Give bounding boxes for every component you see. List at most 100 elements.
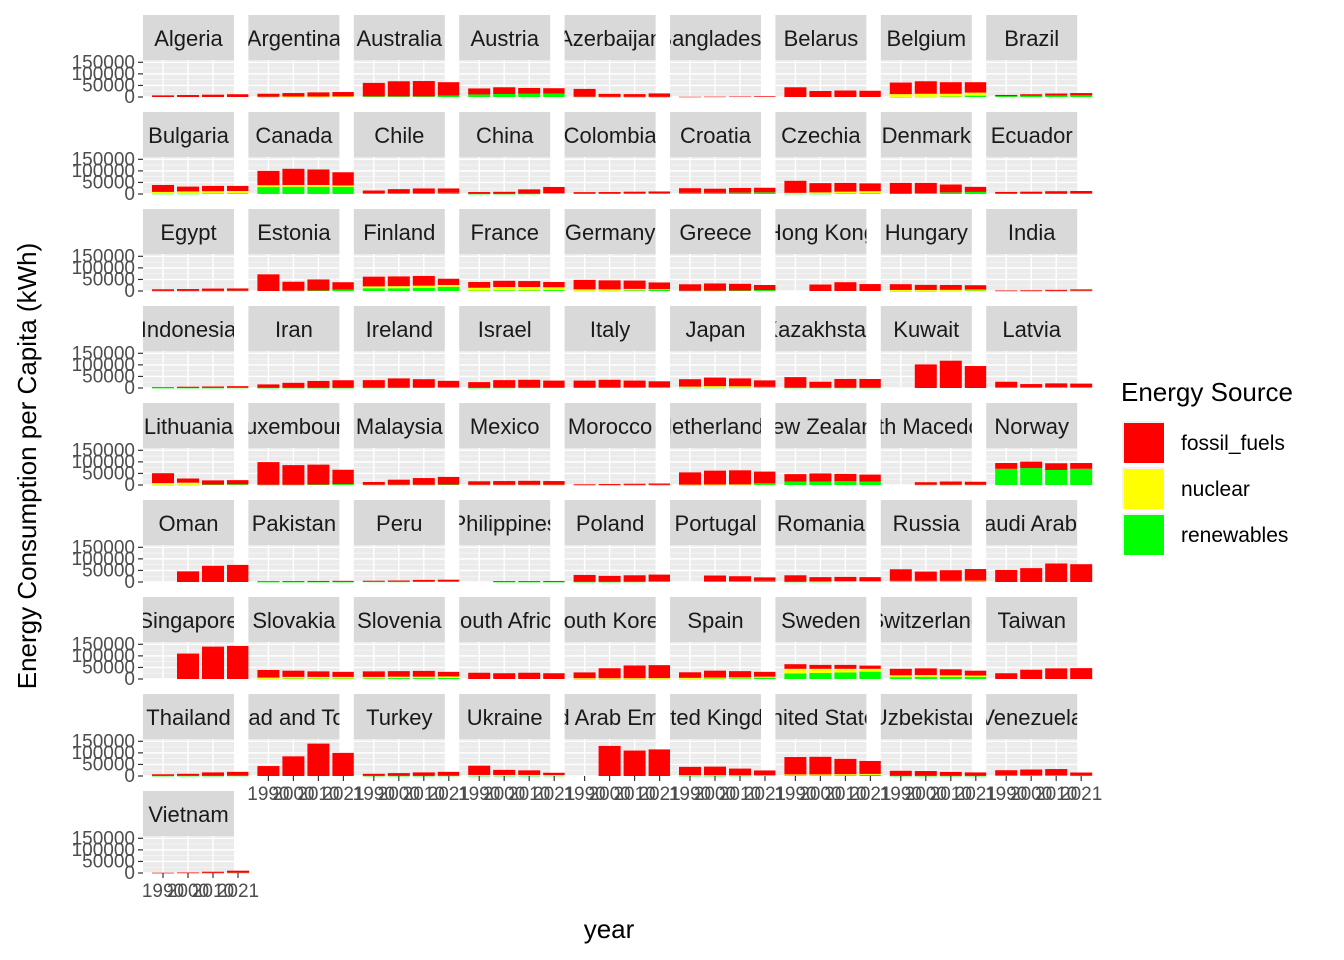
- bar-fossil_fuels-1990: [573, 574, 596, 582]
- bar-fossil_fuels-1990: [573, 672, 596, 679]
- bar-renewables-2000: [914, 581, 937, 582]
- bar-nuclear-2000: [704, 775, 726, 776]
- facet-strip-label: Singapore: [138, 608, 238, 633]
- y-axis-title: Energy Consumption per Capita (kWh): [12, 243, 42, 690]
- facet-bangladesh: Bangladesh: [670, 15, 776, 98]
- bar-renewables-2000: [282, 387, 305, 389]
- bar-renewables-1990: [362, 581, 385, 583]
- bar-renewables-2000: [598, 387, 621, 388]
- bar-fossil_fuels-2021: [543, 281, 566, 288]
- bar-renewables-1990: [995, 96, 1018, 97]
- bar-renewables-2021: [754, 290, 776, 291]
- bar-renewables-2000: [598, 581, 621, 583]
- bar-fossil_fuels-2021: [648, 93, 671, 97]
- bar-nuclear-2000: [809, 581, 832, 583]
- bar-fossil_fuels-2021: [332, 469, 355, 485]
- bar-fossil_fuels-1990: [468, 281, 491, 288]
- facet-philippines: Philippines: [459, 500, 566, 583]
- bar-renewables-2021: [754, 483, 776, 485]
- facet-strip-label: Belarus: [784, 26, 859, 51]
- facet-israel: Israel: [459, 306, 566, 389]
- bar-renewables-2021: [1070, 387, 1093, 388]
- bar-renewables-2021: [648, 581, 671, 582]
- facet-strip-label: Russia: [893, 511, 961, 536]
- bar-fossil_fuels-2010: [1045, 93, 1068, 96]
- facet-strip-label: Canada: [255, 123, 333, 148]
- bar-renewables-1990: [679, 678, 701, 680]
- facet-strip: [353, 15, 445, 60]
- bar-renewables-2000: [914, 193, 937, 194]
- facet-strip-label: South Korea: [549, 608, 672, 633]
- bar-fossil_fuels-2000: [809, 473, 832, 482]
- bar-renewables-2010: [202, 193, 224, 195]
- facet-finland: Finland: [353, 209, 460, 292]
- bar-renewables-1990: [152, 775, 174, 777]
- bar-fossil_fuels-1990: [679, 284, 701, 291]
- facet-canada: Canada: [248, 112, 355, 195]
- bar-fossil_fuels-2000: [704, 283, 726, 291]
- bar-fossil_fuels-2010: [834, 282, 857, 291]
- bar-renewables-2021: [754, 677, 776, 679]
- bar-fossil_fuels-1990: [257, 170, 280, 186]
- bar-fossil_fuels-2010: [412, 275, 435, 286]
- bar-fossil_fuels-2021: [964, 772, 987, 776]
- facet-united-kingdom: United Kingdom: [670, 694, 776, 777]
- facet-strip: [143, 597, 234, 642]
- bar-nuclear-2000: [914, 93, 937, 97]
- bar-renewables-1990: [889, 677, 912, 679]
- bar-fossil_fuels-2000: [493, 481, 516, 485]
- bar-fossil_fuels-2000: [809, 90, 832, 97]
- bar-fossil_fuels-2010: [939, 82, 962, 94]
- bar-renewables-2010: [518, 93, 541, 97]
- bar-renewables-2010: [834, 481, 857, 485]
- bar-fossil_fuels-2000: [914, 364, 937, 388]
- facet-ecuador: Ecuador: [986, 112, 1093, 195]
- bar-fossil_fuels-2000: [282, 465, 305, 485]
- facet-strip-label: France: [470, 220, 538, 245]
- facet-strip: [459, 597, 551, 642]
- x-tick-label: 2021: [533, 784, 575, 805]
- facet-strip-label: Denmark: [882, 123, 972, 148]
- facet-strip: [564, 112, 656, 157]
- bar-nuclear-2021: [964, 289, 987, 291]
- facet-strip-label: Iran: [275, 317, 313, 342]
- bar-nuclear-2010: [518, 287, 541, 291]
- bar-renewables-1990: [784, 481, 807, 485]
- bar-fossil_fuels-2021: [1070, 564, 1093, 582]
- bar-renewables-2021: [754, 580, 776, 582]
- bar-renewables-2010: [939, 484, 962, 486]
- bar-renewables-2000: [598, 193, 621, 195]
- bar-renewables-2010: [518, 290, 541, 291]
- bar-renewables-1990: [995, 290, 1018, 292]
- bar-nuclear-2010: [729, 677, 751, 679]
- bar-fossil_fuels-1990: [257, 581, 280, 582]
- bar-fossil_fuels-2021: [1070, 463, 1093, 469]
- y-tick-label: 0: [124, 281, 135, 302]
- bar-nuclear-1990: [889, 580, 912, 582]
- legend-label-nuclear: nuclear: [1181, 478, 1250, 501]
- x-tick-label: 2021: [955, 784, 997, 805]
- bar-fossil_fuels-1990: [573, 192, 596, 194]
- bar-fossil_fuels-1990: [679, 672, 701, 678]
- bar-fossil_fuels-1990: [362, 276, 385, 287]
- bar-renewables-2021: [859, 671, 882, 679]
- x-tick-label: 1990: [563, 784, 605, 805]
- bar-fossil_fuels-2010: [202, 94, 224, 97]
- bar-renewables-2010: [202, 775, 224, 777]
- facet-strip-label: Argentina: [247, 26, 342, 51]
- bar-renewables-2000: [704, 192, 726, 194]
- facet-strip-label: Norway: [994, 414, 1069, 439]
- facet-strip-label: Austria: [470, 26, 539, 51]
- bar-fossil_fuels-1990: [257, 93, 280, 97]
- bar-fossil_fuels-2000: [704, 96, 726, 98]
- bar-renewables-2010: [202, 290, 224, 292]
- bar-renewables-1990: [257, 96, 280, 98]
- facet-romania: Romania: [775, 500, 882, 583]
- bar-renewables-1990: [468, 290, 491, 292]
- y-tick-label: 0: [124, 669, 135, 690]
- bar-renewables-2021: [227, 193, 249, 194]
